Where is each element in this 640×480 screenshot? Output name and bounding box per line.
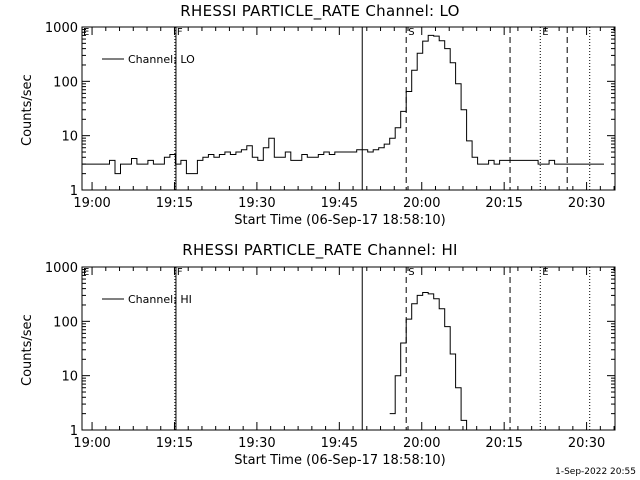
x-tick-label-hi: 20:00	[403, 436, 440, 451]
edge-marker-lo: E	[83, 27, 89, 38]
event-label-hi: S	[408, 267, 414, 278]
x-tick-label-lo: 19:00	[73, 196, 110, 211]
series-line-lo	[82, 34, 604, 175]
chart-title-lo: RHESSI PARTICLE_RATE Channel: LO	[180, 2, 460, 20]
x-tick-label-hi: 20:30	[568, 436, 605, 451]
event-label-hi: E	[542, 267, 548, 278]
y-tick-label-lo: 100	[53, 75, 78, 90]
x-tick-label-lo: 19:30	[238, 196, 275, 211]
plot-frame-hi	[81, 266, 616, 431]
y-tick-label-hi: 10	[61, 370, 78, 385]
x-axis-label-lo: Start Time (06-Sep-17 18:58:10)	[234, 213, 446, 228]
x-tick-label-lo: 19:15	[156, 196, 193, 211]
x-tick-label-lo: 20:15	[485, 196, 522, 211]
chart-title-hi: RHESSI PARTICLE_RATE Channel: HI	[182, 241, 458, 259]
y-tick-label-lo: 10	[61, 130, 78, 145]
event-label-lo: F	[177, 27, 183, 38]
y-axis-label-lo: Counts/sec	[20, 74, 35, 146]
y-tick-label-lo: 1	[70, 184, 78, 199]
edge-marker-hi: E	[83, 267, 89, 278]
x-tick-label-lo: 20:30	[568, 196, 605, 211]
event-label-hi: F	[177, 267, 183, 278]
y-tick-label-hi: 100	[53, 315, 78, 330]
y-tick-label-hi: 1	[70, 424, 78, 439]
x-tick-label-hi: 19:30	[238, 436, 275, 451]
y-axis-label-hi: Counts/sec	[20, 314, 35, 386]
y-tick-label-hi: 1000	[45, 261, 78, 276]
timestamp-footer: 1-Sep-2022 20:55	[555, 467, 636, 477]
event-label-lo: S	[408, 27, 414, 38]
x-tick-label-lo: 20:00	[403, 196, 440, 211]
event-label-lo: E	[542, 27, 548, 38]
x-tick-label-hi: 19:45	[321, 436, 358, 451]
x-tick-label-hi: 19:15	[156, 436, 193, 451]
series-line-hi	[389, 292, 468, 430]
legend-label-lo: Channel: LO	[128, 53, 195, 66]
legend-label-hi: Channel: HI	[128, 293, 192, 306]
plot-frame-lo	[81, 26, 616, 191]
x-tick-label-lo: 19:45	[321, 196, 358, 211]
x-tick-label-hi: 19:00	[73, 436, 110, 451]
x-tick-label-hi: 20:15	[485, 436, 522, 451]
y-tick-label-lo: 1000	[45, 21, 78, 36]
x-axis-label-hi: Start Time (06-Sep-17 18:58:10)	[234, 453, 446, 468]
